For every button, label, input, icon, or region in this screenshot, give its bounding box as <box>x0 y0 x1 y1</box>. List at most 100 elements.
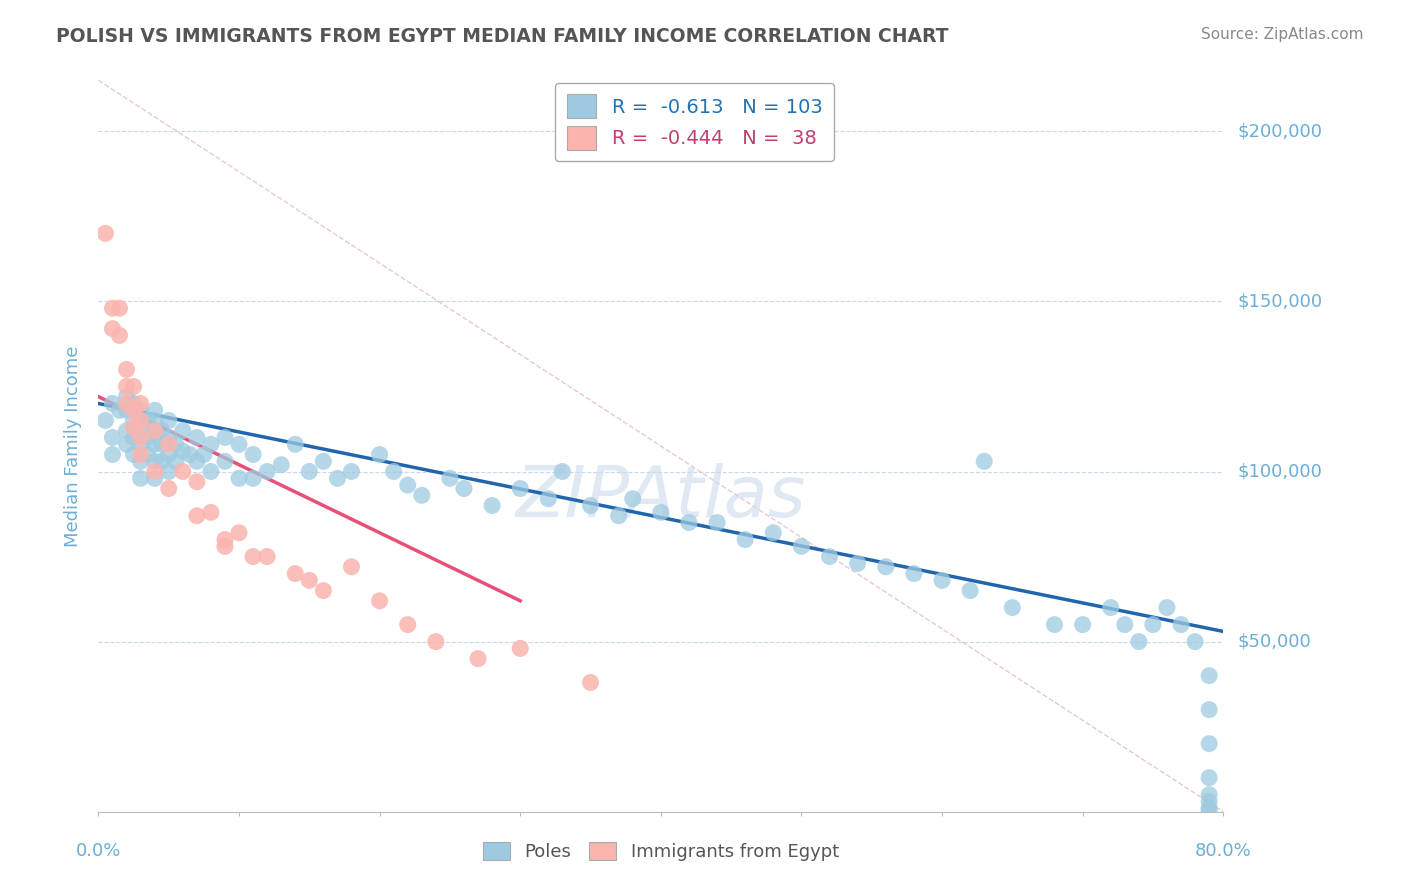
Point <box>115 403 138 417</box>
Point <box>228 471 250 485</box>
Point <box>242 471 264 485</box>
Point <box>1001 600 1024 615</box>
Point <box>1198 668 1220 682</box>
Point <box>326 471 349 485</box>
Point <box>129 471 152 485</box>
Point <box>101 301 124 316</box>
Point <box>200 437 222 451</box>
Point <box>143 471 166 485</box>
Point <box>122 396 145 410</box>
Point <box>157 430 180 444</box>
Point <box>846 557 869 571</box>
Point <box>193 448 215 462</box>
Point <box>143 437 166 451</box>
Point <box>509 641 531 656</box>
Text: $50,000: $50,000 <box>1237 632 1310 650</box>
Point <box>122 448 145 462</box>
Point <box>129 448 152 462</box>
Point <box>94 413 117 427</box>
Point <box>108 403 131 417</box>
Point <box>284 566 307 581</box>
Point <box>256 549 278 564</box>
Point <box>368 594 391 608</box>
Point <box>129 430 152 444</box>
Point <box>115 424 138 438</box>
Point <box>186 430 208 444</box>
Point <box>157 482 180 496</box>
Point <box>108 301 131 316</box>
Point <box>122 420 145 434</box>
Point <box>706 516 728 530</box>
Point <box>298 574 321 588</box>
Point <box>136 448 159 462</box>
Point <box>200 465 222 479</box>
Text: $150,000: $150,000 <box>1237 293 1322 310</box>
Point <box>101 321 124 335</box>
Point <box>242 549 264 564</box>
Point <box>551 465 574 479</box>
Point <box>411 488 433 502</box>
Point <box>143 454 166 468</box>
Point <box>129 437 152 451</box>
Point <box>122 379 145 393</box>
Point <box>678 516 700 530</box>
Point <box>157 465 180 479</box>
Point <box>1198 737 1220 751</box>
Point <box>129 396 152 410</box>
Text: $200,000: $200,000 <box>1237 122 1322 140</box>
Point <box>607 508 630 523</box>
Point <box>1184 634 1206 648</box>
Point <box>1170 617 1192 632</box>
Point <box>509 482 531 496</box>
Point <box>136 430 159 444</box>
Point <box>122 403 145 417</box>
Point <box>790 540 813 554</box>
Point <box>284 437 307 451</box>
Point <box>115 362 138 376</box>
Point <box>1114 617 1136 632</box>
Point <box>973 454 995 468</box>
Text: Source: ZipAtlas.com: Source: ZipAtlas.com <box>1201 27 1364 42</box>
Point <box>270 458 292 472</box>
Point <box>122 413 145 427</box>
Text: POLISH VS IMMIGRANTS FROM EGYPT MEDIAN FAMILY INCOME CORRELATION CHART: POLISH VS IMMIGRANTS FROM EGYPT MEDIAN F… <box>56 27 949 45</box>
Point <box>439 471 461 485</box>
Point <box>1198 771 1220 785</box>
Point <box>312 583 335 598</box>
Point <box>129 413 152 427</box>
Point <box>425 634 447 648</box>
Point <box>101 430 124 444</box>
Point <box>165 437 187 451</box>
Point <box>396 617 419 632</box>
Point <box>143 403 166 417</box>
Point <box>579 499 602 513</box>
Point <box>734 533 756 547</box>
Point <box>129 413 152 427</box>
Text: $100,000: $100,000 <box>1237 463 1322 481</box>
Point <box>1198 801 1220 815</box>
Point <box>150 437 173 451</box>
Point <box>150 424 173 438</box>
Point <box>396 478 419 492</box>
Point <box>1128 634 1150 648</box>
Y-axis label: Median Family Income: Median Family Income <box>65 345 83 547</box>
Point <box>115 437 138 451</box>
Point <box>1198 795 1220 809</box>
Point <box>818 549 841 564</box>
Point <box>298 465 321 479</box>
Point <box>762 525 785 540</box>
Point <box>1156 600 1178 615</box>
Point <box>115 379 138 393</box>
Point <box>150 454 173 468</box>
Point <box>903 566 925 581</box>
Point <box>214 454 236 468</box>
Point <box>228 525 250 540</box>
Point <box>650 505 672 519</box>
Point <box>136 413 159 427</box>
Point <box>115 390 138 404</box>
Point <box>368 448 391 462</box>
Point <box>1142 617 1164 632</box>
Point <box>481 499 503 513</box>
Point <box>115 396 138 410</box>
Point <box>340 465 363 479</box>
